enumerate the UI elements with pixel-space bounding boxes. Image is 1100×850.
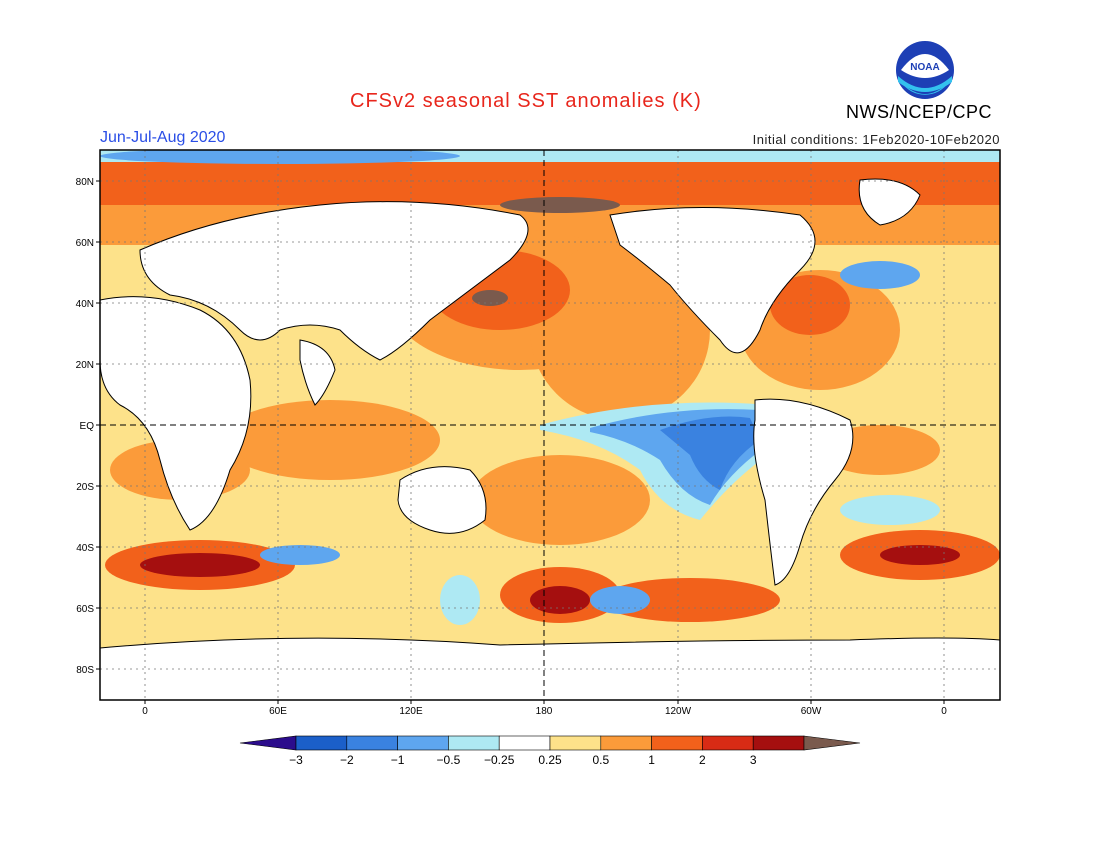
graticule [100,150,1000,700]
colorbar-segment [600,735,652,751]
colorbar-tick-label: 3 [750,753,757,767]
lat-label: EQ [80,421,95,432]
noaa-logo-text: NOAA [910,62,939,73]
anomaly-field [100,150,1000,700]
lat-label: 40S [76,543,94,554]
colorbar-tick-label: 2 [699,753,706,767]
colorbar-tick-label: −3 [289,753,303,767]
colorbar-segment [295,735,348,751]
lon-label: 120W [665,706,692,717]
latitude-labels: 80N 60N 40N 20N EQ 20S 40S 60S 80S [76,177,100,676]
colorbar-tick-label: −0.5 [437,753,461,767]
lon-label: 180 [536,706,553,717]
colorbar-segment [702,735,754,751]
colorbar-segment [346,735,398,751]
colorbar: −3 −2 −1 −0.5 −0.25 0.25 0.5 1 2 3 [239,735,861,767]
initial-conditions-label: Initial conditions: 1Feb2020-10Feb2020 [752,132,1000,147]
colorbar-segment [448,735,500,751]
agency-label: NWS/NCEP/CPC [846,102,993,122]
colorbar-tick-label: 0.5 [592,753,609,767]
colorbar-min-arrow [239,735,297,751]
colorbar-tick-label: 0.25 [538,753,562,767]
landmasses [100,178,921,586]
colorbar-tick-label: 1 [648,753,655,767]
lon-label: 0 [142,706,148,717]
lat-label: 60N [76,238,94,249]
colorbar-max-arrow [803,735,861,751]
colorbar-tick-label: −2 [340,753,354,767]
lat-label: 60S [76,604,94,615]
reference-lines [100,150,1000,700]
colorbar-segment [752,735,805,751]
colorbar-segment [549,735,602,751]
lat-label: 20N [76,360,94,371]
lat-label: 80N [76,177,94,188]
lat-label: 20S [76,482,94,493]
lat-label: 80S [76,665,94,676]
colorbar-tick-label: −0.25 [484,753,515,767]
period-label: Jun-Jul-Aug 2020 [100,129,226,146]
colorbar-segment [397,735,449,751]
lon-label: 0 [941,706,947,717]
colorbar-segment [651,735,703,751]
lat-label: 40N [76,299,94,310]
lon-label: 60E [269,706,287,717]
chart-title: CFSv2 seasonal SST anomalies (K) [350,90,702,112]
lon-label: 120E [399,706,423,717]
colorbar-tick-label: −1 [391,753,405,767]
colorbar-segment [498,735,551,751]
noaa-logo: NOAA [896,41,954,99]
longitude-labels: 0 60E 120E 180 120W 60W 0 [142,700,947,717]
lon-label: 60W [801,706,822,717]
